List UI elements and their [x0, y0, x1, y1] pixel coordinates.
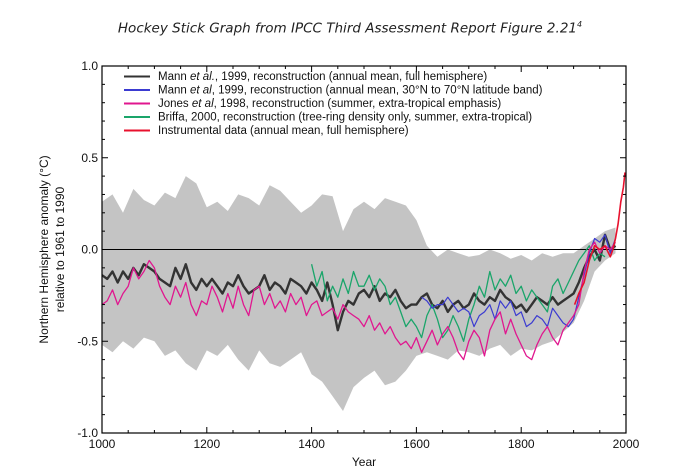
x-tick-label: 1400	[298, 437, 325, 451]
caption-text: Hockey Stick Graph from IPCC Third Asses…	[117, 20, 577, 37]
x-tick-label: 1600	[403, 437, 430, 451]
y-tick-label: 0.5	[81, 151, 98, 165]
series-line-5	[573, 172, 626, 305]
legend-label: Mann et al, 1999, reconstruction (annual…	[158, 85, 543, 97]
y-tick-label: -0.5	[77, 334, 98, 348]
x-tick-label: 1000	[89, 437, 116, 451]
y-tick-label: 0.0	[81, 243, 98, 257]
caption-superscript: 4	[577, 20, 583, 29]
legend-label: Jones et al, 1998, reconstruction (summe…	[158, 98, 501, 110]
x-axis-label: Year	[352, 455, 376, 469]
legend-label: Instrumental data (annual mean, full hem…	[158, 125, 409, 137]
x-tick-label: 1800	[508, 437, 535, 451]
legend-label: Mann et al., 1999, reconstruction (annua…	[158, 71, 487, 83]
series-line-1	[102, 233, 617, 332]
series-line-3	[102, 241, 617, 361]
series-line-4	[310, 245, 606, 342]
y-tick-label: -1.0	[77, 426, 98, 440]
x-tick-label: 2000	[613, 437, 640, 451]
y-axis-sublabel: relative to 1961 to 1990	[53, 186, 67, 312]
legend: Mann et al., 1999, reconstruction (annua…	[124, 71, 543, 137]
figure-caption: Hockey Stick Graph from IPCC Third Asses…	[0, 20, 700, 37]
x-tick-label: 1200	[193, 437, 220, 451]
y-tick-label: 1.0	[81, 59, 98, 73]
legend-label: Briffa, 2000, reconstruction (tree-ring …	[158, 112, 532, 124]
y-axis-label: Northern Hemisphere anomaly (°C)	[37, 155, 51, 343]
